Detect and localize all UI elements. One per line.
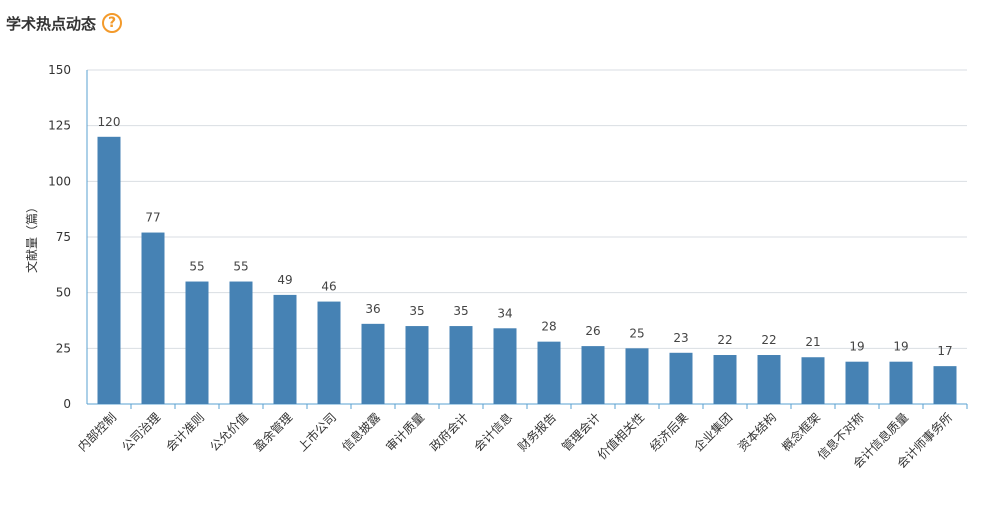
category-label: 管理会计	[559, 410, 604, 455]
bar	[493, 328, 517, 404]
y-tick-label: 150	[48, 63, 71, 77]
data-label: 19	[849, 340, 864, 354]
category-label: 公允价值	[207, 410, 252, 455]
data-label: 19	[893, 340, 908, 354]
data-label: 26	[585, 324, 600, 338]
category-label: 会计信息	[471, 410, 516, 455]
data-label: 21	[805, 335, 820, 349]
data-label: 34	[497, 306, 512, 320]
bar	[757, 355, 781, 404]
category-label: 信息披露	[339, 410, 384, 455]
y-tick-label: 125	[48, 119, 71, 133]
bar	[801, 357, 825, 404]
data-label: 55	[189, 260, 204, 274]
data-label: 28	[541, 320, 556, 334]
category-label: 政府会计	[427, 410, 472, 455]
category-label: 经济后果	[647, 410, 692, 455]
data-label: 55	[233, 260, 248, 274]
bar	[141, 232, 165, 404]
category-label: 会计准则	[163, 410, 207, 454]
bar	[933, 366, 957, 404]
category-label: 上市公司	[295, 410, 340, 455]
chart-header: 学术热点动态 ?	[6, 10, 123, 36]
category-label: 盈余管理	[251, 410, 296, 455]
bar	[845, 361, 869, 404]
bar	[669, 352, 693, 404]
bar	[97, 136, 121, 405]
data-label: 22	[717, 333, 732, 347]
category-label: 内部控制	[75, 410, 120, 455]
category-label: 价值相关性	[594, 410, 647, 463]
y-tick-label: 75	[56, 230, 71, 244]
bar	[185, 281, 209, 404]
bar	[537, 341, 561, 404]
bar	[273, 294, 297, 404]
y-tick-label: 25	[56, 341, 71, 355]
data-label: 46	[321, 280, 336, 294]
y-tick-label: 100	[48, 174, 71, 188]
bar	[361, 323, 385, 404]
bar	[889, 361, 913, 404]
y-tick-label: 50	[56, 286, 71, 300]
bar	[625, 348, 649, 404]
category-label: 资本结构	[735, 410, 780, 455]
bar	[449, 326, 473, 404]
chart-title: 学术热点动态	[6, 14, 97, 33]
data-label: 49	[277, 273, 292, 287]
bar	[581, 346, 605, 404]
category-label: 概念框架	[779, 410, 824, 455]
category-label: 审计质量	[383, 410, 428, 455]
category-label: 财务报告	[515, 410, 560, 455]
y-tick-label: 0	[63, 397, 71, 411]
data-label: 22	[761, 333, 776, 347]
data-label: 36	[365, 302, 380, 316]
data-label: 17	[937, 344, 952, 358]
bar	[229, 281, 253, 404]
question-circle-icon[interactable]: ?	[102, 13, 123, 33]
category-label: 企业集团	[691, 410, 736, 455]
data-label: 35	[409, 304, 424, 318]
data-label: 35	[453, 304, 468, 318]
data-label: 77	[145, 211, 160, 225]
y-axis-title: 文献量（篇）	[24, 201, 39, 273]
bar	[405, 326, 429, 404]
data-label: 120	[98, 115, 121, 129]
category-label: 公司治理	[119, 410, 163, 454]
data-label: 23	[673, 331, 688, 345]
bar	[713, 355, 737, 404]
data-label: 25	[629, 326, 644, 340]
bar	[317, 301, 341, 404]
